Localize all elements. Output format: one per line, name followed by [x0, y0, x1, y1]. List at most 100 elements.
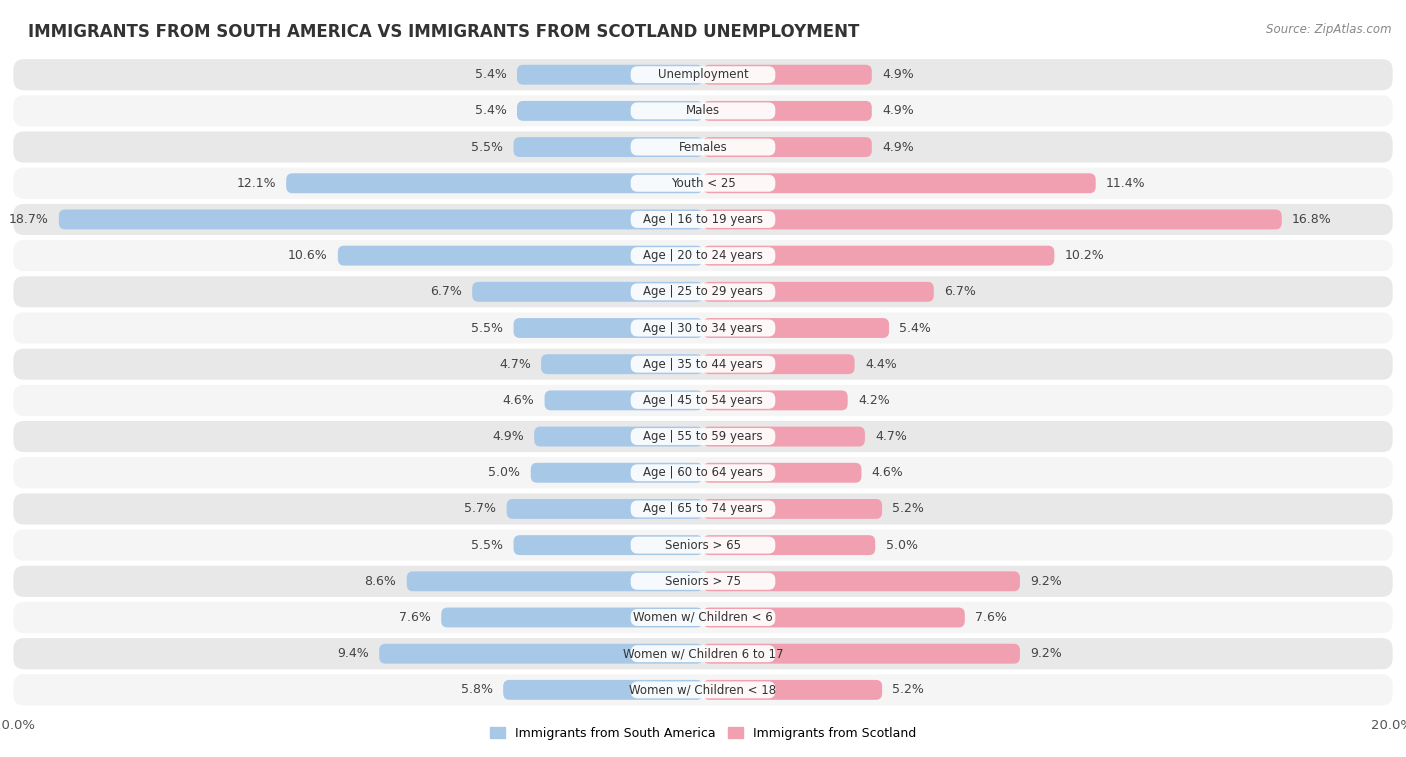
Text: 8.6%: 8.6%: [364, 575, 396, 587]
FancyBboxPatch shape: [541, 354, 703, 374]
FancyBboxPatch shape: [517, 65, 703, 85]
Text: Women w/ Children < 18: Women w/ Children < 18: [630, 684, 776, 696]
FancyBboxPatch shape: [703, 282, 934, 302]
FancyBboxPatch shape: [703, 318, 889, 338]
FancyBboxPatch shape: [703, 246, 1054, 266]
FancyBboxPatch shape: [14, 132, 1392, 163]
FancyBboxPatch shape: [14, 674, 1392, 706]
Text: 4.9%: 4.9%: [882, 104, 914, 117]
FancyBboxPatch shape: [406, 572, 703, 591]
FancyBboxPatch shape: [441, 608, 703, 628]
Text: Seniors > 65: Seniors > 65: [665, 539, 741, 552]
FancyBboxPatch shape: [703, 535, 875, 555]
FancyBboxPatch shape: [506, 499, 703, 519]
Text: 4.2%: 4.2%: [858, 394, 890, 407]
Text: Age | 35 to 44 years: Age | 35 to 44 years: [643, 358, 763, 371]
Text: 9.2%: 9.2%: [1031, 575, 1062, 587]
Text: Youth < 25: Youth < 25: [671, 177, 735, 190]
Text: 4.4%: 4.4%: [865, 358, 897, 371]
Text: 5.5%: 5.5%: [471, 322, 503, 335]
FancyBboxPatch shape: [631, 645, 775, 662]
FancyBboxPatch shape: [703, 210, 1282, 229]
Text: 5.4%: 5.4%: [475, 68, 506, 81]
Text: 7.6%: 7.6%: [976, 611, 1007, 624]
FancyBboxPatch shape: [631, 681, 775, 698]
Text: 4.9%: 4.9%: [882, 141, 914, 154]
FancyBboxPatch shape: [287, 173, 703, 193]
FancyBboxPatch shape: [14, 168, 1392, 199]
FancyBboxPatch shape: [14, 457, 1392, 488]
FancyBboxPatch shape: [14, 240, 1392, 271]
Text: 11.4%: 11.4%: [1107, 177, 1146, 190]
FancyBboxPatch shape: [513, 137, 703, 157]
FancyBboxPatch shape: [631, 67, 775, 83]
FancyBboxPatch shape: [631, 356, 775, 372]
Text: Age | 16 to 19 years: Age | 16 to 19 years: [643, 213, 763, 226]
FancyBboxPatch shape: [631, 175, 775, 192]
FancyBboxPatch shape: [631, 139, 775, 155]
Text: 16.8%: 16.8%: [1292, 213, 1331, 226]
FancyBboxPatch shape: [14, 95, 1392, 126]
Text: 5.2%: 5.2%: [893, 684, 924, 696]
FancyBboxPatch shape: [703, 137, 872, 157]
Text: 5.5%: 5.5%: [471, 141, 503, 154]
FancyBboxPatch shape: [14, 276, 1392, 307]
Text: Age | 65 to 74 years: Age | 65 to 74 years: [643, 503, 763, 516]
FancyBboxPatch shape: [472, 282, 703, 302]
FancyBboxPatch shape: [703, 572, 1019, 591]
Text: Seniors > 75: Seniors > 75: [665, 575, 741, 587]
Text: 9.4%: 9.4%: [337, 647, 368, 660]
FancyBboxPatch shape: [703, 173, 1095, 193]
FancyBboxPatch shape: [703, 499, 882, 519]
FancyBboxPatch shape: [14, 204, 1392, 235]
Text: 4.7%: 4.7%: [875, 430, 907, 443]
Text: 12.1%: 12.1%: [236, 177, 276, 190]
Text: Unemployment: Unemployment: [658, 68, 748, 81]
FancyBboxPatch shape: [703, 463, 862, 483]
FancyBboxPatch shape: [703, 391, 848, 410]
FancyBboxPatch shape: [703, 354, 855, 374]
FancyBboxPatch shape: [631, 573, 775, 590]
FancyBboxPatch shape: [337, 246, 703, 266]
Text: 4.6%: 4.6%: [872, 466, 904, 479]
Text: Age | 25 to 29 years: Age | 25 to 29 years: [643, 285, 763, 298]
FancyBboxPatch shape: [631, 248, 775, 264]
FancyBboxPatch shape: [531, 463, 703, 483]
FancyBboxPatch shape: [14, 349, 1392, 380]
FancyBboxPatch shape: [14, 59, 1392, 90]
FancyBboxPatch shape: [631, 537, 775, 553]
FancyBboxPatch shape: [380, 643, 703, 664]
FancyBboxPatch shape: [534, 427, 703, 447]
FancyBboxPatch shape: [631, 609, 775, 626]
FancyBboxPatch shape: [631, 211, 775, 228]
Text: 4.9%: 4.9%: [492, 430, 524, 443]
FancyBboxPatch shape: [631, 464, 775, 481]
FancyBboxPatch shape: [631, 428, 775, 445]
FancyBboxPatch shape: [14, 602, 1392, 633]
Text: Age | 30 to 34 years: Age | 30 to 34 years: [643, 322, 763, 335]
Text: 5.4%: 5.4%: [475, 104, 506, 117]
Text: 5.5%: 5.5%: [471, 539, 503, 552]
Text: 10.2%: 10.2%: [1064, 249, 1105, 262]
FancyBboxPatch shape: [14, 421, 1392, 452]
FancyBboxPatch shape: [703, 427, 865, 447]
FancyBboxPatch shape: [631, 392, 775, 409]
Text: 5.8%: 5.8%: [461, 684, 494, 696]
Text: Age | 60 to 64 years: Age | 60 to 64 years: [643, 466, 763, 479]
Text: 5.0%: 5.0%: [488, 466, 520, 479]
Text: Age | 45 to 54 years: Age | 45 to 54 years: [643, 394, 763, 407]
FancyBboxPatch shape: [59, 210, 703, 229]
Legend: Immigrants from South America, Immigrants from Scotland: Immigrants from South America, Immigrant…: [485, 722, 921, 745]
Text: Women w/ Children < 6: Women w/ Children < 6: [633, 611, 773, 624]
FancyBboxPatch shape: [703, 680, 882, 699]
FancyBboxPatch shape: [14, 565, 1392, 597]
FancyBboxPatch shape: [14, 494, 1392, 525]
Text: 10.6%: 10.6%: [288, 249, 328, 262]
Text: 5.2%: 5.2%: [893, 503, 924, 516]
Text: Females: Females: [679, 141, 727, 154]
FancyBboxPatch shape: [703, 101, 872, 121]
FancyBboxPatch shape: [631, 102, 775, 120]
FancyBboxPatch shape: [513, 535, 703, 555]
Text: 5.4%: 5.4%: [900, 322, 931, 335]
Text: Age | 20 to 24 years: Age | 20 to 24 years: [643, 249, 763, 262]
